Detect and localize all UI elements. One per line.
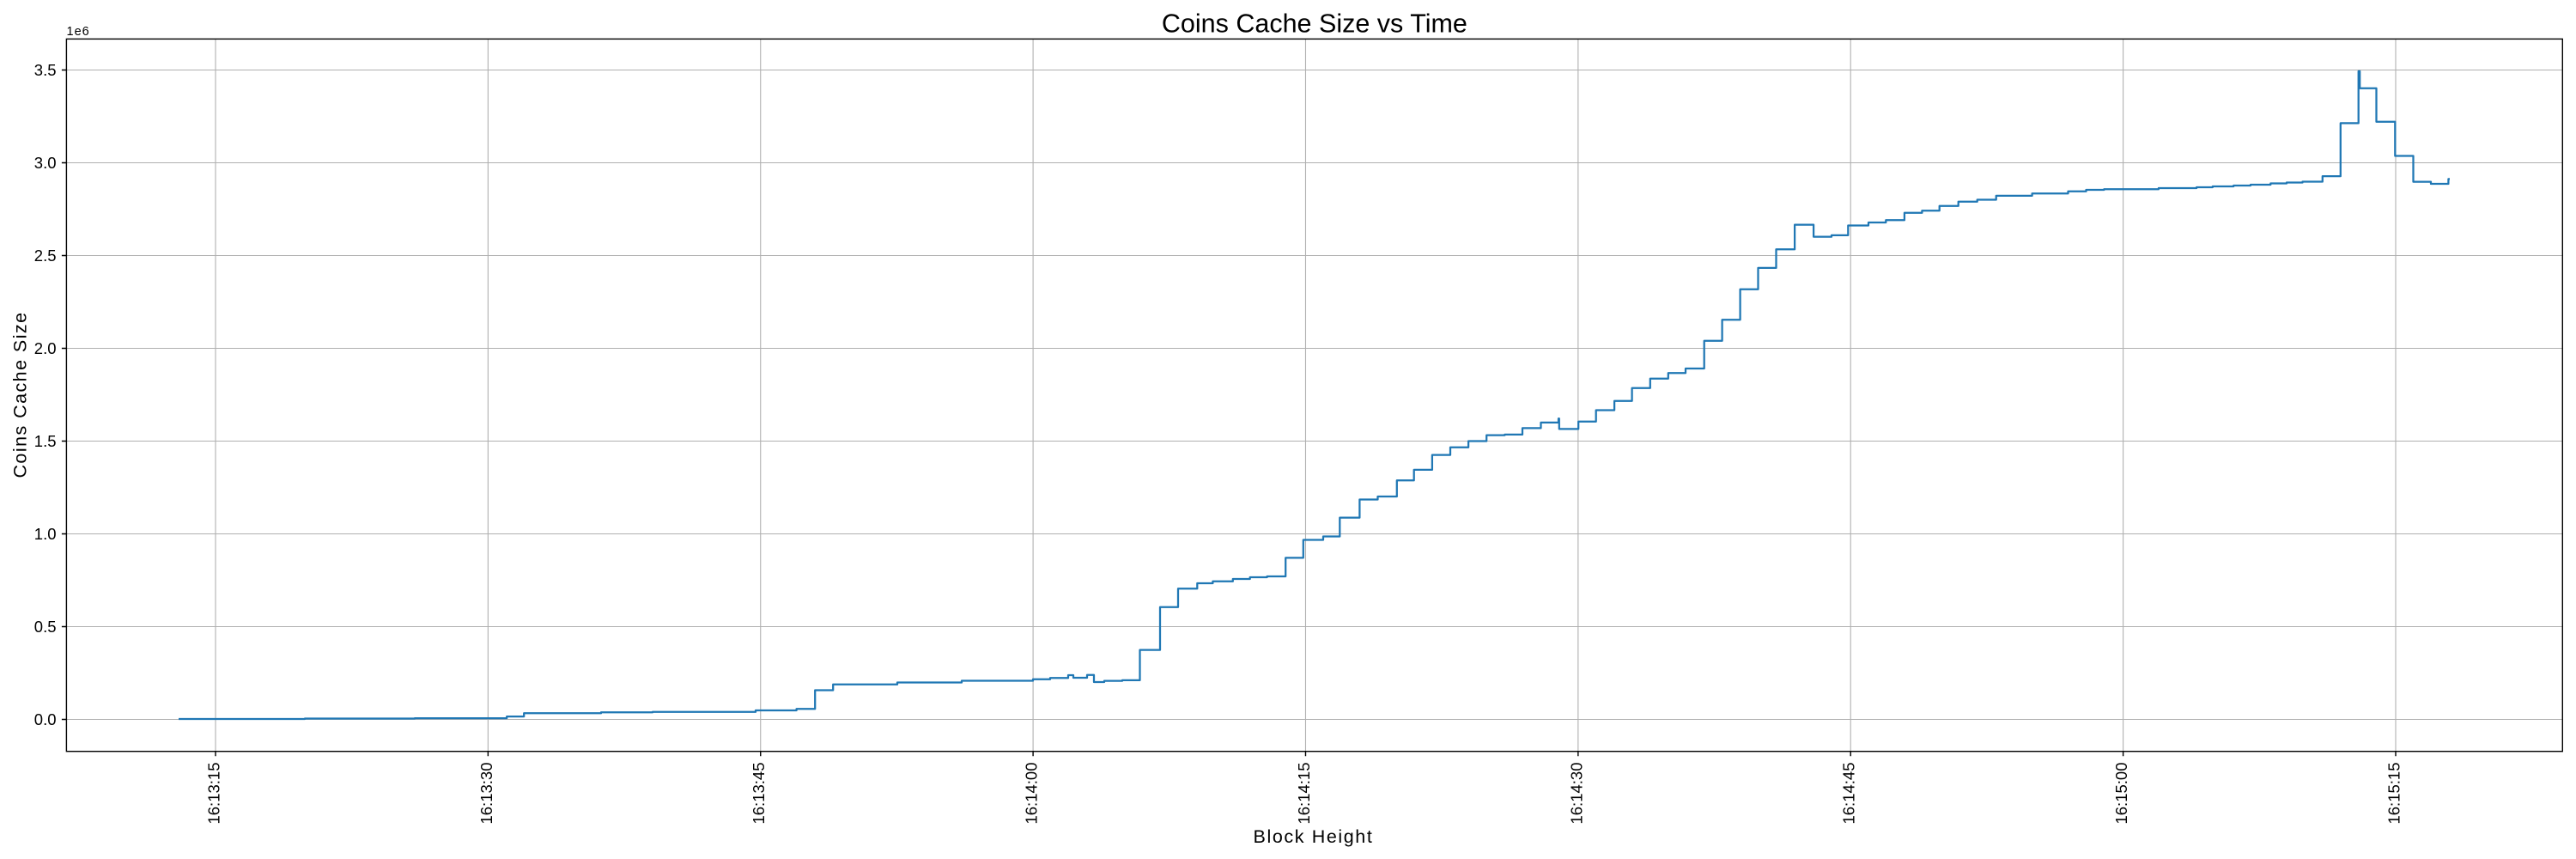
svg-text:1e6: 1e6	[67, 25, 90, 39]
svg-text:3.5: 3.5	[34, 61, 57, 79]
svg-text:16:14:45: 16:14:45	[1840, 763, 1858, 825]
svg-text:16:14:30: 16:14:30	[1567, 763, 1585, 825]
svg-text:16:13:15: 16:13:15	[205, 763, 223, 825]
svg-text:16:14:15: 16:14:15	[1295, 763, 1313, 825]
svg-text:0.0: 0.0	[34, 710, 57, 728]
svg-text:1.0: 1.0	[34, 525, 57, 543]
svg-text:16:15:00: 16:15:00	[2112, 763, 2130, 825]
svg-text:16:13:45: 16:13:45	[750, 763, 768, 825]
svg-text:Coins Cache Size: Coins Cache Size	[10, 311, 31, 478]
svg-text:Coins Cache Size vs Time: Coins Cache Size vs Time	[1162, 9, 1467, 39]
svg-text:2.0: 2.0	[34, 339, 57, 357]
svg-text:3.0: 3.0	[34, 154, 57, 172]
svg-text:16:14:00: 16:14:00	[1023, 763, 1041, 825]
svg-text:16:13:30: 16:13:30	[477, 763, 495, 825]
svg-text:Block Height: Block Height	[1254, 826, 1374, 847]
svg-text:1.5: 1.5	[34, 432, 57, 450]
svg-text:2.5: 2.5	[34, 247, 57, 265]
svg-text:16:15:15: 16:15:15	[2385, 763, 2403, 825]
svg-text:0.5: 0.5	[34, 618, 57, 636]
